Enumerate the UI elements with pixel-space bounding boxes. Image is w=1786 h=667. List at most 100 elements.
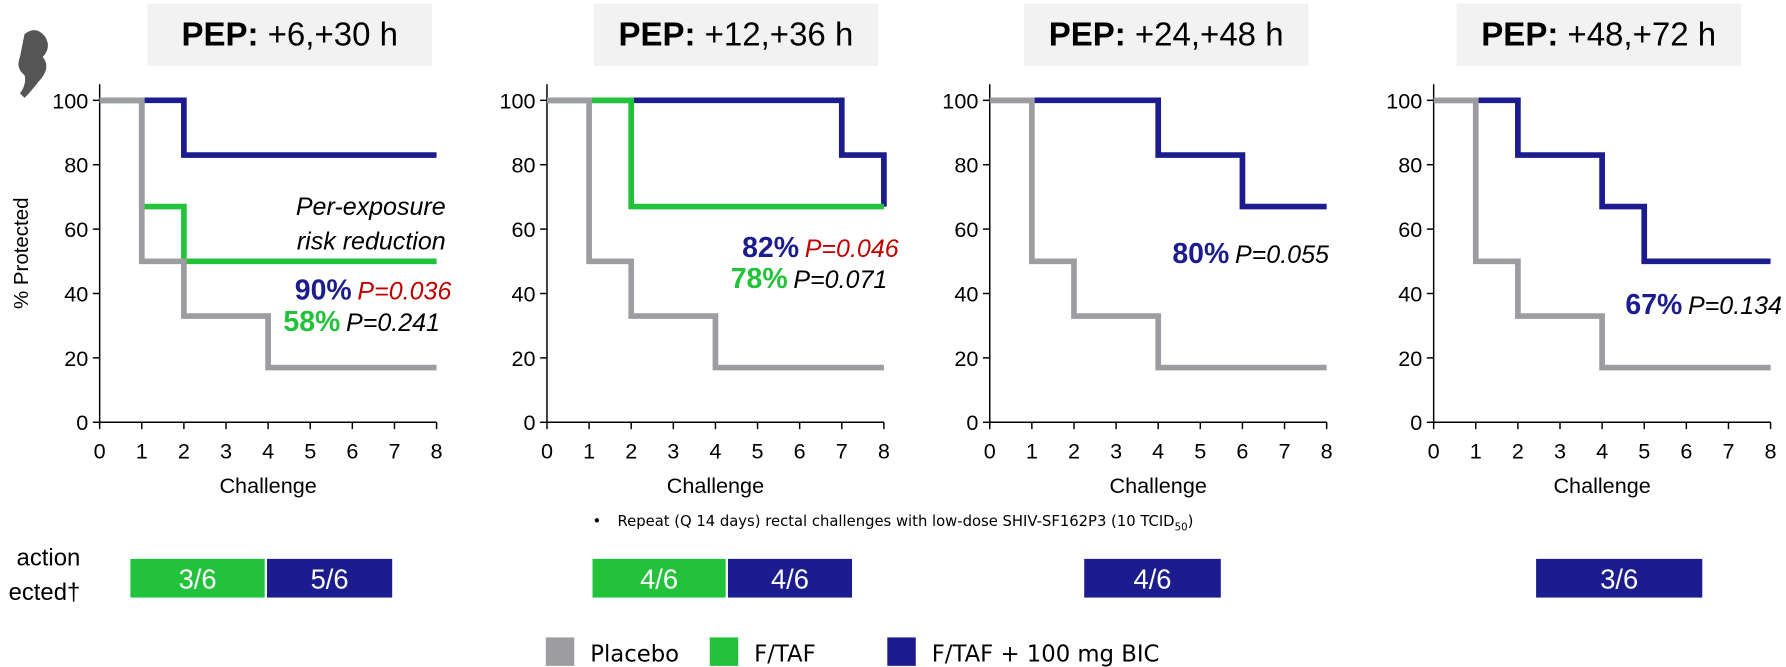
legend-swatch <box>709 637 739 666</box>
y-tick-label: 60 <box>954 217 978 242</box>
x-tick-label: 5 <box>752 439 764 464</box>
x-tick-label: 6 <box>1680 439 1692 464</box>
y-tick-label: 0 <box>524 410 536 435</box>
annotation-span: P=0.046 <box>805 235 899 263</box>
y-tick-label: 0 <box>1410 410 1422 435</box>
chart-title: PEP: +6,+30 h <box>182 16 398 53</box>
x-tick-label: 2 <box>1512 439 1524 464</box>
title-text: +24,+48 h <box>1135 16 1284 53</box>
x-tick-label: 4 <box>262 439 274 464</box>
annotation: 80% P=0.055 <box>1172 238 1329 270</box>
x-tick-label: 2 <box>178 439 190 464</box>
y-tick-label: 0 <box>966 410 978 435</box>
series-line <box>99 97 437 371</box>
annotation: 67% P=0.134 <box>1625 289 1782 321</box>
fraction-label: 4/6 <box>640 563 678 594</box>
x-tick-label: 5 <box>304 439 316 464</box>
annotation-span: 58% <box>283 306 340 338</box>
y-tick-label: 80 <box>1398 153 1422 178</box>
annotation: 58% P=0.241 <box>283 306 440 338</box>
y-tick-label: 100 <box>52 88 88 113</box>
annotation-span: P=0.071 <box>793 266 887 294</box>
y-tick-label: 20 <box>64 346 88 371</box>
legend-swatch <box>545 637 575 666</box>
y-tick-label: 20 <box>954 346 978 371</box>
series-line <box>1433 97 1771 265</box>
x-tick-label: 4 <box>709 439 721 464</box>
fraction-label: 5/6 <box>311 563 349 594</box>
fraction-label: 4/6 <box>771 563 809 594</box>
title-label: PEP: <box>1049 16 1126 53</box>
legend-label: F/TAF + 100 mg BIC <box>932 641 1160 667</box>
y-tick-label: 0 <box>76 410 88 435</box>
x-tick-label: 1 <box>136 439 148 464</box>
fraction-label: 3/6 <box>1600 563 1638 594</box>
y-tick-label: 40 <box>1398 281 1422 306</box>
x-tick-label: 0 <box>984 439 996 464</box>
title-box <box>593 3 879 67</box>
series-line <box>99 97 437 158</box>
chart-title: PEP: +48,+72 h <box>1481 16 1716 53</box>
fraction-box <box>1084 558 1221 598</box>
fraction-box <box>592 558 726 598</box>
title-text: +12,+36 h <box>705 16 854 53</box>
x-axis-label: Challenge <box>1110 473 1207 498</box>
y-tick-label: 100 <box>1386 88 1422 113</box>
x-tick-label: 1 <box>583 439 595 464</box>
y-tick-label: 20 <box>1398 346 1422 371</box>
x-tick-label: 3 <box>667 439 679 464</box>
annotation-span: P=0.241 <box>346 309 440 337</box>
title-box <box>1023 3 1309 67</box>
title-box <box>1456 3 1741 67</box>
x-tick-label: 7 <box>836 439 848 464</box>
annotation: Per-exposure <box>296 193 446 221</box>
x-tick-label: 6 <box>1236 439 1248 464</box>
x-tick-label: 0 <box>541 439 553 464</box>
series-line <box>989 97 1327 371</box>
annotation: 82% P=0.046 <box>742 232 899 264</box>
annotation-span: risk reduction <box>297 227 446 255</box>
title-text: +48,+72 h <box>1567 16 1716 53</box>
x-tick-label: 8 <box>431 439 443 464</box>
y-tick-label: 100 <box>500 88 536 113</box>
title-box <box>147 3 433 67</box>
y-tick-label: 80 <box>512 153 536 178</box>
fraction-box <box>266 558 393 598</box>
x-tick-label: 7 <box>1279 439 1291 464</box>
fraction-box <box>1536 558 1703 598</box>
footnote-sub: 50 <box>1175 521 1188 533</box>
footnote-bullet: • <box>593 513 602 530</box>
legend-swatch <box>887 637 916 666</box>
annotation: 78% P=0.071 <box>731 263 888 295</box>
x-axis-label: Challenge <box>219 473 316 498</box>
annotation-span: Per-exposure <box>296 193 446 221</box>
y-tick-label: 40 <box>954 281 978 306</box>
annotation-span: 67% <box>1625 289 1682 321</box>
series-line <box>1433 97 1771 371</box>
annotation-span: 78% <box>731 263 788 295</box>
row-label: ected† <box>9 579 81 606</box>
x-tick-label: 7 <box>1722 439 1734 464</box>
x-axis-label: Challenge <box>1553 473 1650 498</box>
y-tick-label: 60 <box>1398 217 1422 242</box>
x-tick-label: 1 <box>1026 439 1038 464</box>
series-line <box>546 97 887 207</box>
annotation-span: P=0.055 <box>1235 241 1329 269</box>
title-label: PEP: <box>619 16 696 53</box>
chart-title: PEP: +24,+48 h <box>1049 16 1284 53</box>
title-text: +6,+30 h <box>268 16 398 53</box>
x-tick-label: 3 <box>220 439 232 464</box>
x-axis-label: Challenge <box>667 473 764 498</box>
series-line <box>546 97 884 371</box>
annotation-span: 82% <box>742 232 799 264</box>
title-label: PEP: <box>1481 16 1558 53</box>
fraction-box <box>727 558 853 598</box>
annotation-span: 80% <box>1172 238 1229 270</box>
legend-label: Placebo <box>590 641 679 667</box>
y-axis-label: % Protected <box>10 198 33 310</box>
annotation-span: P=0.036 <box>357 277 451 305</box>
footnote-end: ) <box>1188 513 1194 530</box>
footnote-text: Repeat (Q 14 days) rectal challenges wit… <box>618 513 1175 530</box>
